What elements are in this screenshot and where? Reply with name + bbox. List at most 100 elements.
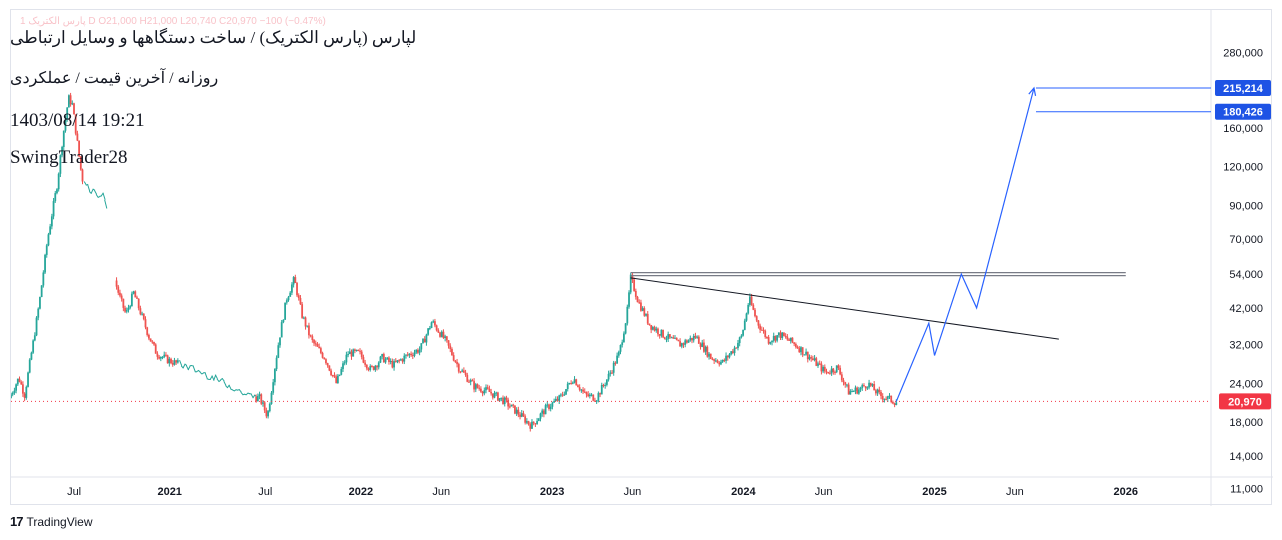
x-tick-label: Jun [815, 486, 833, 498]
candle-body [468, 381, 470, 383]
candle-body [657, 328, 659, 335]
candle-body [769, 342, 772, 344]
price-line-segment [179, 360, 183, 367]
x-tick-label: 2023 [540, 486, 564, 498]
candle-body [542, 410, 545, 415]
last-price-label: 20,970 [1228, 396, 1262, 408]
candle-body [331, 375, 334, 377]
candle-body [151, 341, 154, 343]
candle-body [42, 272, 45, 286]
candle-body [374, 365, 377, 370]
candle-body [597, 393, 600, 401]
candle-body [376, 365, 378, 368]
candle-body [544, 405, 547, 415]
tradingview-logo[interactable]: 17 TradingView [10, 514, 93, 529]
candle-body [607, 373, 610, 380]
candle-body [119, 292, 121, 296]
candle-body [677, 339, 680, 342]
candle-body [52, 201, 55, 217]
candle-body [129, 306, 132, 308]
candle-body [767, 337, 770, 344]
candle-body [762, 329, 765, 331]
candle-body [817, 363, 819, 366]
candle-body [267, 411, 269, 417]
candle-body [614, 362, 617, 364]
candle-body [857, 389, 860, 394]
candle-body [554, 398, 557, 402]
candle-body [78, 140, 81, 157]
candle-body [721, 359, 724, 362]
candle-body [558, 395, 561, 401]
candle-body [798, 348, 801, 353]
candle-body [418, 349, 421, 353]
candle-body [815, 358, 818, 366]
candle-body [69, 95, 72, 105]
candle-body [120, 295, 123, 299]
candle-body [512, 404, 515, 406]
candle-body [699, 343, 702, 347]
candle-body [284, 302, 287, 320]
candle-body [117, 286, 120, 293]
candle-body [11, 394, 12, 399]
candle-body [532, 421, 535, 424]
price-line-segment [204, 372, 208, 379]
candle-body [675, 337, 678, 340]
candle-body [323, 357, 326, 360]
candle-body [66, 107, 69, 120]
candle-body [866, 387, 869, 389]
candle-body [686, 340, 688, 343]
candle-body [61, 147, 63, 156]
candle-body [291, 284, 293, 293]
x-tick-label: 2021 [157, 486, 181, 498]
candle-body [820, 363, 823, 372]
candle-body [158, 356, 161, 359]
price-chart[interactable]: 400,000 280,000 160,000 120,000 90,000 70,000… [11, 10, 1273, 506]
candle-body [410, 353, 412, 356]
candle-body [500, 397, 503, 399]
price-line-segment [104, 199, 108, 209]
candle-body [645, 313, 647, 316]
candle-body [616, 355, 618, 364]
candle-body [265, 410, 268, 417]
candle-body [417, 349, 419, 353]
candle-body [275, 357, 278, 369]
candle-body [508, 406, 511, 408]
candle-body [633, 279, 636, 291]
candle-body [711, 358, 714, 360]
candle-body [262, 402, 264, 404]
candle-body [456, 361, 458, 365]
candle-body [173, 360, 176, 365]
candle-body [617, 351, 620, 356]
candle-body [471, 380, 474, 382]
candle-body [537, 418, 540, 422]
candle-body [495, 392, 498, 394]
candle-body [709, 353, 712, 359]
candle-body [381, 354, 384, 357]
projection-path [895, 87, 1035, 402]
y-tick-label: 32,000 [1229, 340, 1263, 352]
candle-body [869, 382, 872, 386]
candle-body [478, 387, 481, 389]
candle-body [660, 329, 663, 336]
candle-body [570, 383, 573, 385]
x-tick-label: 2022 [349, 486, 373, 498]
candle-body [842, 380, 845, 383]
candle-body [297, 295, 300, 298]
candle-body [371, 366, 373, 368]
candle-body [442, 331, 445, 339]
candle-body [57, 173, 60, 190]
candle-body [411, 355, 414, 357]
candle-body [311, 336, 314, 340]
candle-body [788, 339, 790, 341]
candle-body [835, 365, 838, 373]
candle-body [360, 351, 363, 358]
candle-body [682, 343, 685, 345]
candle-body [806, 351, 809, 360]
chart-author: SwingTrader28 [10, 147, 128, 168]
ohlc-readout: 1 پارس الکتریک D O21,000 H21,000 L20,740… [20, 16, 326, 27]
candle-body [11, 392, 14, 395]
price-line-segment [92, 188, 96, 191]
candle-body [299, 297, 302, 305]
candle-body [582, 389, 584, 392]
candle-body [641, 308, 644, 311]
